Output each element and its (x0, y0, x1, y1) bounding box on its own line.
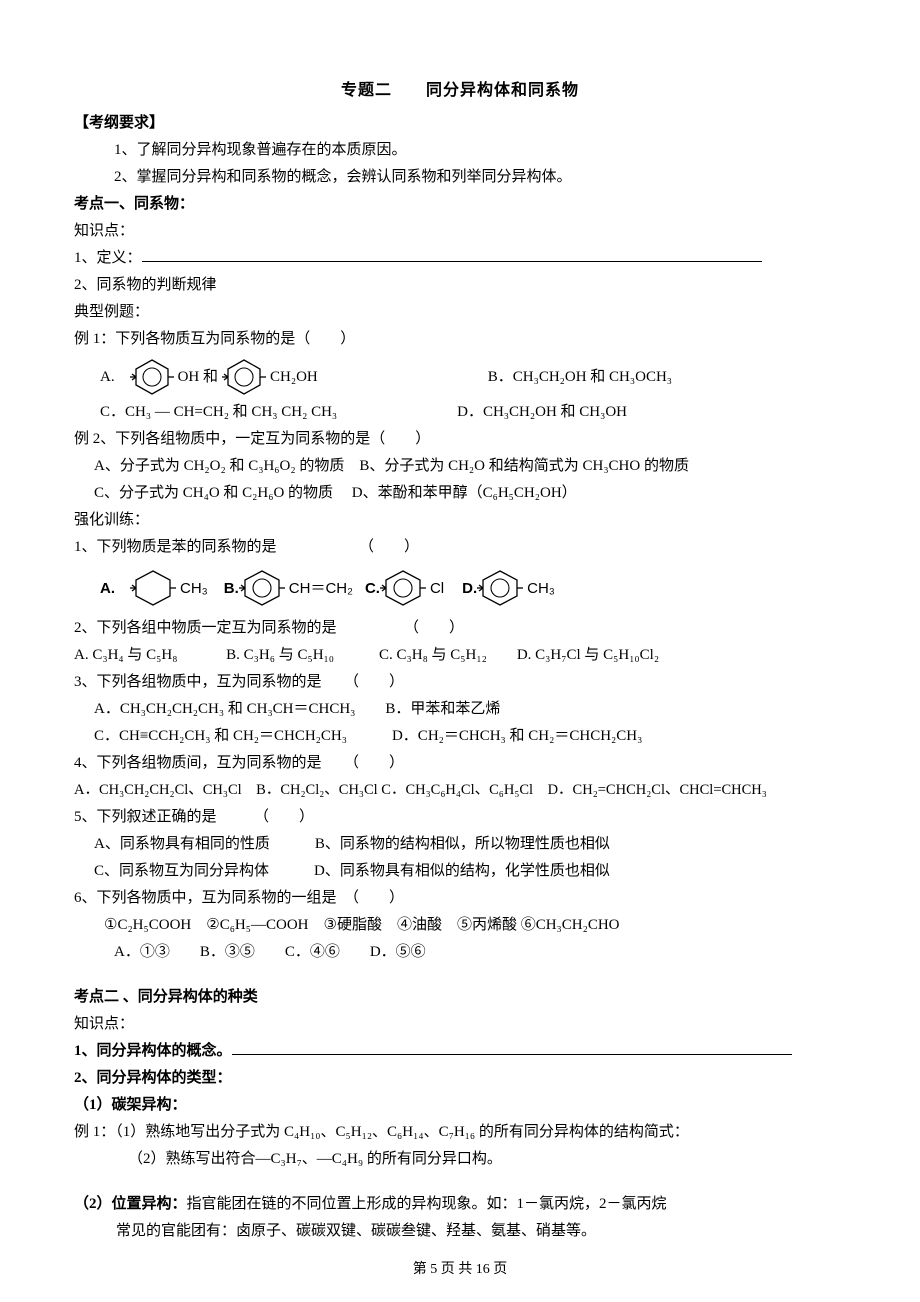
c22b: 常见的官能团有：卤原子、碳碳双键、碳碳叁键、羟基、氨基、硝基等。 (74, 1218, 846, 1245)
ex-label: 典型例题： (74, 299, 846, 326)
q3-A: A．CH₃CH₂CH₂CH₃ 和 CH₃CH＝CHCH₃ B．甲苯和苯乙烯 (74, 696, 846, 723)
q3: 3、下列各组物质中，互为同系物的是 （ ） (74, 669, 846, 696)
q6: 6、下列各物质中，互为同系物的一组是 （ ） (74, 885, 846, 912)
heading-kp2: 考点二 、同分异构体的种类 (74, 984, 846, 1011)
e2-C: C、分子式为 CH₄O 和 C₂H₆O 的物质 D、苯酚和苯甲醇（C₆H₅CH₂… (74, 480, 846, 507)
def-line: 1、定义： (74, 245, 846, 272)
q6-1: ①C₂H₅COOH ②C₆H₅—COOH ③硬脂酸 ④油酸 ⑤丙烯酸 ⑥CH₃C… (74, 912, 846, 939)
e1-A-end: CH₂OH (270, 364, 318, 391)
heading-zsd: 知识点： (74, 218, 846, 245)
e1: 例 1：下列各物质互为同系物的是（ ） (74, 326, 846, 353)
q4: 4、下列各组物质间，互为同系物的是 （ ） (74, 750, 846, 777)
heading-zsd2: 知识点： (74, 1011, 846, 1038)
q1-D-label: D. (462, 575, 477, 602)
benzene-icon (239, 567, 285, 609)
benzene-icon (222, 357, 266, 397)
qh: 强化训练： (74, 507, 846, 534)
q6-2: A．①③ B．③⑤ C．④⑥ D．⑤⑥ (74, 939, 846, 966)
page-footer: 第 5 页 共 16 页 (0, 1258, 920, 1278)
c1-line: 1、同分异构体的概念。 (74, 1038, 846, 1065)
benzene-icon (130, 357, 174, 397)
q1-D-t: CH₃ (527, 575, 555, 602)
req-1: 1、了解同分异构现象普遍存在的本质原因。 (74, 137, 846, 164)
c22-text: 指官能团在链的不同位置上形成的异构现象。如：1－氯丙烷，2－氯丙烷 (187, 1196, 667, 1212)
e1-B: B．CH₃CH₂OH 和 CH₃OCH₃ (488, 364, 672, 391)
page-title: 专题二 同分异构体和同系物 (74, 76, 846, 100)
q1-B-t: CH＝CH₂ (289, 575, 353, 602)
q1-A-label: A. (100, 575, 130, 602)
q2-opts: A. C₃H₄ 与 C₅H₈ B. C₃H₆ 与 C₅H₁₀ C. C₃H₈ 与… (74, 642, 846, 669)
q5-A: A、同系物具有相同的性质 B、同系物的结构相似，所以物理性质也相似 (74, 831, 846, 858)
benzene-icon (380, 567, 426, 609)
e1-C: C．CH₃ — CH=CH₂ 和 CH₃ CH₂ CH₃ (100, 399, 337, 426)
rule: 2、同系物的判断规律 (74, 272, 846, 299)
c22-label: （2）位置异构： (74, 1196, 187, 1212)
benzene-icon (477, 567, 523, 609)
q1-C-t: Cl (430, 575, 444, 602)
q1-A-t: CH₃ (180, 575, 208, 602)
e2-A: A、分子式为 CH₂O₂ 和 C₃H₆O₂ 的物质 B、分子式为 CH₂O 和结… (74, 453, 846, 480)
heading-exam: 【考纲要求】 (74, 110, 846, 137)
blank-c1 (232, 1040, 792, 1055)
ex1b: （2）熟练写出符合—C₃H₇、—C₄H₉ 的所有同分异口构。 (74, 1146, 846, 1173)
c22-line: （2）位置异构：指官能团在链的不同位置上形成的异构现象。如：1－氯丙烷，2－氯丙… (74, 1191, 846, 1218)
e1-A-label: A. (100, 364, 130, 391)
q5-C: C、同系物互为同分异构体 D、同系物具有相似的结构，化学性质也相似 (74, 858, 846, 885)
c2: 2、同分异构体的类型： (74, 1065, 846, 1092)
def-label: 1、定义： (74, 250, 142, 266)
e2: 例 2、下列各组物质中，一定互为同系物的是（ ） (74, 426, 846, 453)
q1: 1、下列物质是苯的同系物的是 （ ） (74, 534, 846, 561)
blank-def (142, 247, 762, 262)
q1-C-label: C. (365, 575, 380, 602)
q2: 2、下列各组中物质一定互为同系物的是 （ ） (74, 615, 846, 642)
e1-A-mid: OH 和 (178, 364, 218, 391)
c21: （1）碳架异构： (74, 1092, 846, 1119)
q4-A: A．CH₃CH₂CH₂Cl、CH₃Cl B．CH₂Cl₂、CH₃Cl C．CH₃… (74, 777, 846, 804)
e1-D: D．CH₃CH₂OH 和 CH₃OH (457, 399, 627, 426)
heading-kp1: 考点一、同系物： (74, 191, 846, 218)
q3-C: C．CH≡CCH₂CH₃ 和 CH₂＝CHCH₂CH₃ D．CH₂＝CHCH₃ … (74, 723, 846, 750)
q1-B-label: B. (224, 575, 239, 602)
c1-label: 1、同分异构体的概念。 (74, 1043, 232, 1059)
q5: 5、下列叙述正确的是 （ ） (74, 804, 846, 831)
cyclohexane-icon (130, 567, 176, 609)
req-2: 2、掌握同分异构和同系物的概念，会辨认同系物和列举同分异构体。 (74, 164, 846, 191)
ex1: 例 1：（1）熟练地写出分子式为 C₄H₁₀、C₅H₁₂、C₆H₁₄、C₇H₁₆… (74, 1119, 846, 1146)
